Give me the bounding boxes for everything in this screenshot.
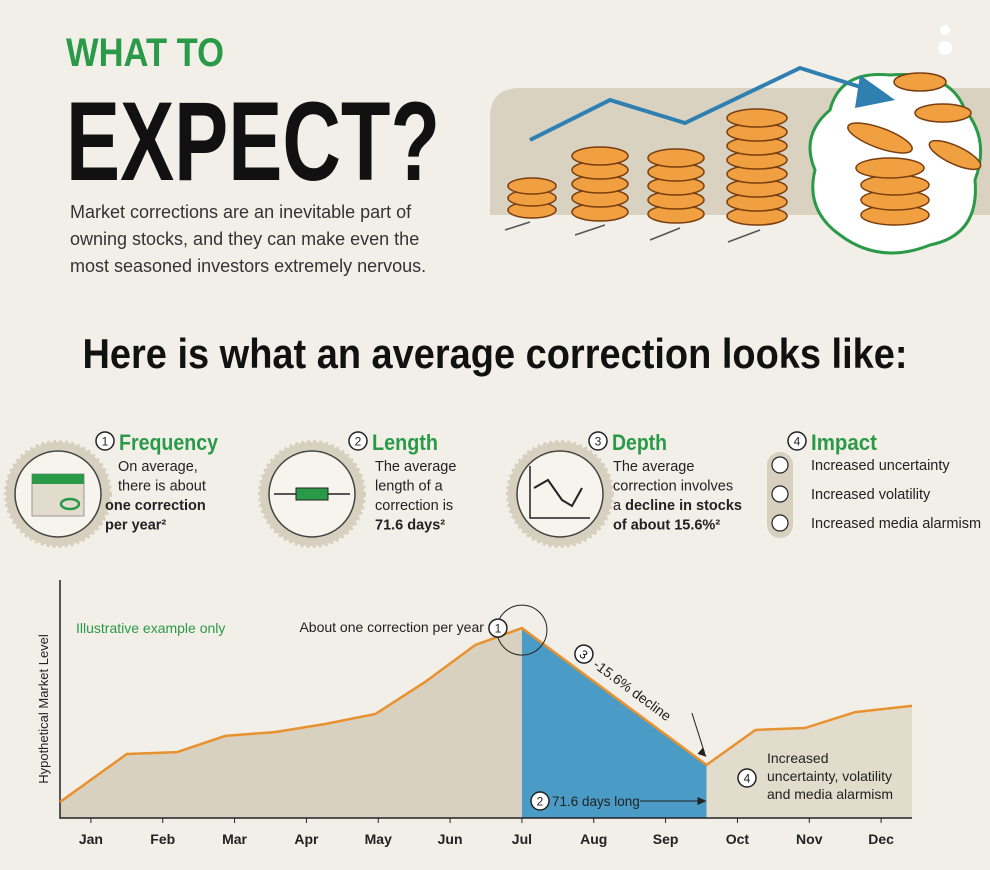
stat-line: The average — [613, 459, 694, 475]
stat-line: correction is — [375, 498, 453, 514]
number-circle — [348, 431, 368, 451]
rise-area — [60, 628, 522, 818]
x-tick-label: Jun — [438, 831, 463, 847]
x-tick-label: Jan — [79, 831, 103, 847]
x-tick-label: Nov — [796, 831, 823, 847]
stat-line: per year² — [105, 518, 166, 534]
stat-text: one correction — [105, 498, 206, 514]
impact-item: Increased media alarmism — [811, 516, 981, 532]
stat-title: Depth — [612, 430, 667, 455]
stat-text: On average, — [118, 459, 198, 475]
illustration — [490, 25, 990, 255]
x-tick-label: Apr — [294, 831, 319, 847]
ruler-box — [295, 487, 329, 501]
number: 3 — [595, 435, 602, 449]
number-circle — [787, 431, 807, 451]
stat-text: a — [613, 498, 625, 514]
number-circle — [588, 431, 608, 451]
stat-line: a decline in stocks — [613, 498, 742, 514]
number-circle — [488, 618, 508, 638]
x-tick-label: Mar — [222, 831, 247, 847]
calendar-top — [32, 474, 84, 484]
title: EXPECT? — [66, 79, 440, 204]
stat-line: length of a — [375, 479, 444, 495]
x-tick-label: May — [365, 831, 392, 847]
x-tick-label: Jul — [512, 831, 532, 847]
axes — [59, 580, 912, 819]
stat-text: per year² — [105, 518, 166, 534]
stat-text: correction is — [375, 498, 453, 514]
x-tick-label: Feb — [150, 831, 175, 847]
impact-item: Increased uncertainty — [811, 458, 950, 474]
recovery-area — [706, 705, 912, 818]
annotation: and media alarmism — [767, 786, 893, 802]
stat-line: there is about — [118, 479, 206, 495]
heading: Here is what an average correction looks… — [83, 330, 908, 377]
icon-face — [516, 450, 604, 538]
impact-item: Increased volatility — [811, 487, 931, 503]
stat-title: Impact — [811, 430, 878, 455]
number: 1 — [102, 435, 109, 449]
stat-text: The average — [613, 459, 694, 475]
stat-text: The average — [375, 459, 456, 475]
x-tick-label: Sep — [653, 831, 679, 847]
number-circle — [574, 644, 594, 664]
line — [59, 626, 913, 804]
decline-area — [521, 628, 707, 818]
annotation: Increased — [767, 750, 828, 766]
decline-arrow — [691, 712, 706, 754]
stat-line: of about 15.6%² — [613, 518, 720, 534]
x-tick-label: Oct — [726, 831, 750, 847]
impact-icon — [771, 456, 789, 474]
y-axis-label: Hypothetical Market Level — [36, 634, 51, 784]
number-circle — [530, 791, 550, 811]
stat-text: 71.6 days² — [375, 518, 445, 534]
number-circle — [737, 768, 757, 788]
number-circle — [95, 431, 115, 451]
stat-text: correction involves — [613, 479, 733, 495]
arrow-head — [697, 797, 707, 805]
number: 2 — [537, 795, 544, 809]
stat-line: correction involves — [613, 479, 733, 495]
number: 4 — [744, 772, 751, 786]
impact-icon — [771, 485, 789, 503]
intro-line: most seasoned investors extremely nervou… — [70, 256, 426, 276]
mini-chart — [533, 478, 583, 508]
stat-text: of about 15.6%² — [613, 518, 720, 534]
number: 4 — [794, 435, 801, 449]
stat-title: Frequency — [119, 430, 219, 455]
stat-line: 71.6 days² — [375, 518, 445, 534]
annotation: uncertainty, volatility — [767, 768, 892, 784]
x-tick-label: Dec — [868, 831, 894, 847]
stat-title: Length — [372, 430, 438, 455]
impact-icon — [771, 514, 789, 532]
intro-line: Market corrections are an inevitable par… — [70, 202, 412, 222]
x-tick-label: Aug — [580, 831, 607, 847]
stat-line: On average, — [118, 459, 198, 475]
stat-line: one correction — [105, 498, 206, 514]
arrow-head — [697, 747, 707, 757]
stat-text: there is about — [118, 479, 206, 495]
annotation: About one correction per year — [299, 619, 484, 635]
stat-text: length of a — [375, 479, 444, 495]
number: 1 — [495, 622, 502, 636]
stat-text: decline in stocks — [625, 498, 742, 514]
kicker: WHAT TO — [66, 31, 224, 75]
calendar-mark — [59, 497, 81, 511]
annotation: 71.6 days long — [552, 794, 640, 809]
note: Illustrative example only — [76, 620, 225, 636]
intro-line: owning stocks, and they can make even th… — [70, 229, 419, 249]
number: 2 — [355, 435, 362, 449]
stat-line: The average — [375, 459, 456, 475]
mini-axis — [529, 466, 590, 519]
